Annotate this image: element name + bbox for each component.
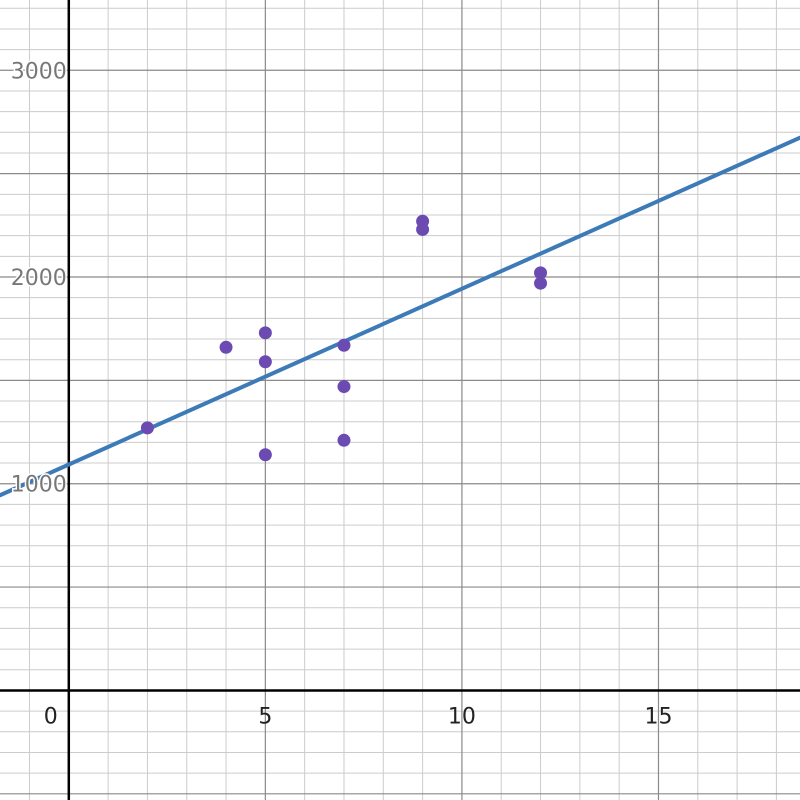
trendline-layer [0,135,800,498]
data-point [140,421,154,435]
y-tick-label: 1000 [11,473,67,498]
data-point [219,340,233,354]
tick-labels: 0 5 10 15 1000 2000 3000 [9,58,672,730]
data-point [416,222,430,236]
data-point [258,355,272,369]
x-tick-label: 0 [44,704,58,729]
y-tick-label: 3000 [11,59,67,84]
trendline [0,135,800,498]
data-point [258,326,272,340]
data-points [140,214,548,462]
data-point [337,338,351,352]
data-point [337,433,351,447]
x-tick-label: 10 [448,704,476,729]
data-point [534,276,548,290]
x-tick-label: 15 [644,704,672,729]
y-tick-label: 2000 [11,266,67,291]
x-tick-label: 5 [258,704,272,729]
data-point [258,448,272,462]
data-point [337,380,351,394]
data-point [534,266,548,280]
